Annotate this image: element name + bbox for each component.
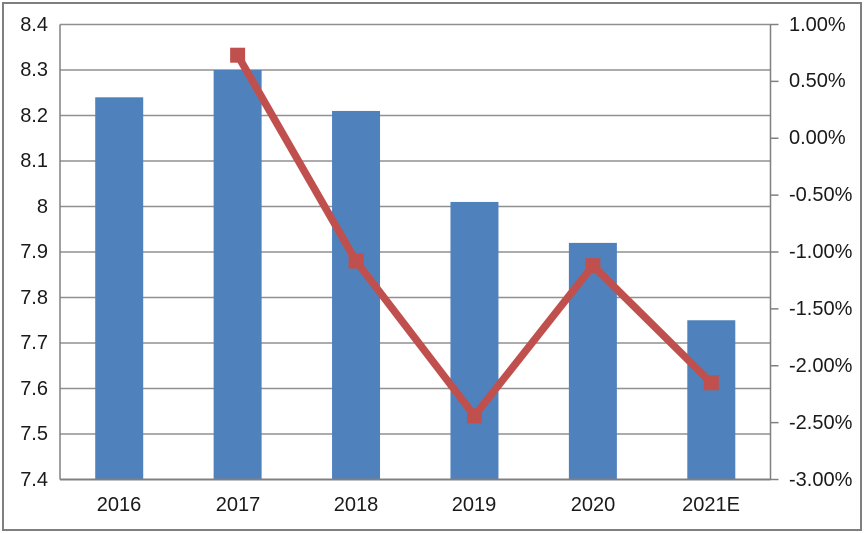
right-axis-tick-label: -1.50% [789, 298, 853, 320]
category-label: 2018 [333, 494, 379, 516]
left-axis-tick-label: 7.7 [20, 332, 48, 354]
left-axis-tick-label: 8 [36, 196, 48, 218]
category-label: 2019 [451, 494, 497, 516]
left-axis-tick-label: 8.1 [20, 150, 48, 172]
left-axis-tick-label: 8.3 [20, 59, 48, 81]
marker-2020 [585, 258, 601, 274]
right-axis-tick-label: -1.00% [789, 241, 853, 263]
category-label: 2020 [570, 494, 616, 516]
marker-2019 [466, 408, 482, 424]
left-axis-tick-label: 7.6 [20, 378, 48, 400]
marker-2021E [703, 375, 719, 391]
marker-2017 [230, 47, 246, 63]
category-label: 2021E [682, 494, 740, 516]
left-axis-tick-label: 7.5 [20, 423, 48, 445]
right-axis-tick-label: -2.50% [789, 412, 853, 434]
category-label: 2017 [215, 494, 261, 516]
left-axis-tick-label: 7.4 [20, 469, 48, 491]
right-axis-tick-label: 1.00% [789, 14, 846, 36]
right-axis-tick-label: -0.50% [789, 184, 853, 206]
left-axis-tick-label: 8.2 [20, 105, 48, 127]
right-axis-tick-label: -2.00% [789, 355, 853, 377]
marker-2018 [348, 253, 364, 269]
bar-2017 [213, 70, 262, 480]
right-axis-tick-label: 0.00% [789, 127, 846, 149]
left-axis-tick-label: 7.9 [20, 241, 48, 263]
right-axis-tick-label: 0.50% [789, 70, 846, 92]
category-label: 2016 [96, 494, 142, 516]
bar-2021E [687, 320, 736, 480]
left-axis-tick-label: 8.4 [20, 14, 48, 36]
right-axis-tick-label: -3.00% [789, 469, 853, 491]
bar-2019 [450, 201, 499, 480]
bar-2016 [95, 97, 144, 480]
bar-2018 [332, 110, 381, 480]
left-axis-tick-label: 7.8 [20, 287, 48, 309]
